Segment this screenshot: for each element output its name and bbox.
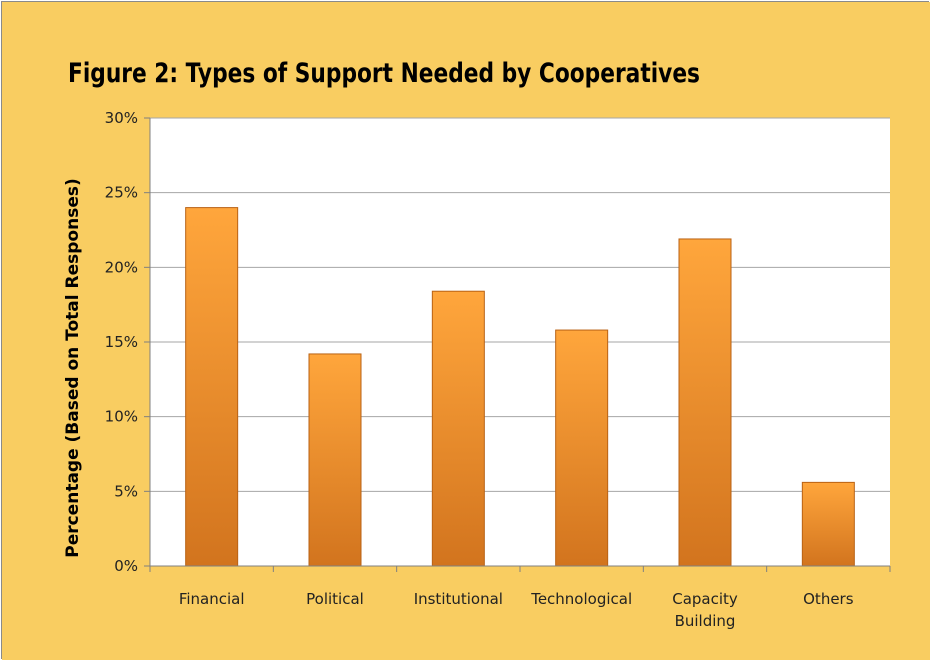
y-tick-label: 15% <box>105 333 138 351</box>
axes <box>149 118 891 572</box>
y-tick-label: 30% <box>105 109 138 127</box>
y-tick-label: 10% <box>105 408 138 426</box>
bar <box>308 353 362 567</box>
bars <box>185 207 855 567</box>
bar <box>431 290 485 567</box>
x-category-label: Institutional <box>414 590 503 608</box>
y-axis-title: Percentage (Based on Total Responses) <box>63 178 83 558</box>
bar <box>185 207 239 567</box>
bar <box>555 329 609 567</box>
y-tick-label: 25% <box>105 184 138 202</box>
gridlines <box>144 117 890 567</box>
y-tick-label: 5% <box>114 482 138 500</box>
y-axis-tick-labels: 0% 5% 10% 15% 20% 25% 30% <box>105 109 138 575</box>
y-tick-label: 20% <box>105 258 138 276</box>
x-category-label: Political <box>306 590 364 608</box>
bar <box>801 481 855 567</box>
y-tick-label: 0% <box>114 557 138 575</box>
x-category-label: Others <box>803 590 854 608</box>
chart-title: Figure 2: Types of Support Needed by Coo… <box>68 58 700 89</box>
bar <box>678 238 732 567</box>
x-category-label: Financial <box>179 590 245 608</box>
x-axis-category-labels: Financial Political Institutional Technolog… <box>179 590 854 630</box>
x-category-label: Technological <box>530 590 632 608</box>
x-category-label: Capacity Building <box>672 590 738 630</box>
